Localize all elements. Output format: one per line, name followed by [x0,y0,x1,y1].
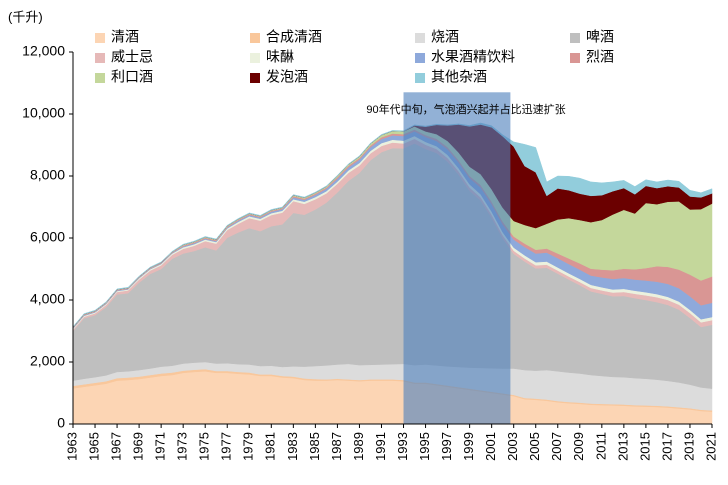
x-tick-label: 1965 [86,432,101,461]
legend-swatch [570,33,580,43]
y-tick-label: 6,000 [30,229,65,245]
legend-swatch [415,33,425,43]
y-tick-label: 4,000 [30,291,65,307]
y-tick-label: 10,000 [22,105,65,121]
x-tick-label: 2003 [505,432,520,461]
y-tick-label: 2,000 [30,353,65,369]
legend-label: 清酒 [111,29,139,45]
x-tick-label: 1995 [417,432,432,461]
legend-swatch [570,53,580,63]
legend-swatch [415,53,425,63]
x-tick-label: 1975 [197,432,212,461]
y-tick-label: 0 [57,415,65,431]
legend-swatch [415,73,425,83]
x-tick-label: 2005 [527,432,542,461]
legend-label: 烧酒 [431,29,459,45]
x-tick-label: 1969 [131,432,146,461]
legend-label: 啤酒 [586,29,614,45]
legend-swatch [250,53,260,63]
x-tick-label: 1997 [439,432,454,461]
x-tick-label: 1987 [329,432,344,461]
legend-swatch [250,73,260,83]
x-tick-label: 2001 [483,432,498,461]
x-tick-label: 1993 [395,432,410,461]
x-tick-label: 1977 [219,432,234,461]
legend-label: 利口酒 [111,69,153,85]
x-tick-label: 2013 [615,432,630,461]
x-tick-label: 1983 [285,432,300,461]
x-tick-label: 2007 [549,432,564,461]
legend-label: 其他杂酒 [431,69,487,85]
legend-label: 发泡酒 [266,69,308,85]
x-tick-label: 1999 [461,432,476,461]
y-tick-label: 8,000 [30,167,65,183]
legend-label: 合成清酒 [266,29,322,45]
area [72,122,713,328]
x-tick-label: 2021 [703,432,718,461]
x-tick-label: 1973 [175,432,190,461]
x-tick-label: 1979 [241,432,256,461]
x-tick-label: 2011 [593,432,608,460]
x-tick-label: 1971 [153,432,168,461]
legend-label: 味醂 [266,49,294,65]
y-tick-label: 12,000 [22,43,65,59]
x-tick-label: 2009 [571,432,586,461]
legend-label: 水果酒精饮料 [431,49,515,65]
x-tick-label: 1967 [109,432,124,461]
legend-swatch [95,73,105,83]
annotation: 90年代中旬，气泡酒兴起并占比迅速扩张 [366,102,565,116]
y-unit: (千升) [8,9,43,24]
legend-label: 威士忌 [111,49,153,65]
x-tick-label: 2017 [659,432,674,461]
x-tick-label: 1963 [64,432,79,461]
x-tick-label: 1989 [351,432,366,461]
x-tick-label: 2019 [681,432,696,461]
legend-swatch [95,33,105,43]
x-tick-label: 1981 [263,432,278,461]
highlight-band [403,92,511,425]
x-tick-label: 2015 [637,432,652,461]
legend-label: 烈酒 [586,49,614,65]
x-tick-label: 1985 [307,432,322,461]
legend-swatch [95,53,105,63]
x-tick-label: 1991 [373,432,388,461]
legend-swatch [250,33,260,43]
